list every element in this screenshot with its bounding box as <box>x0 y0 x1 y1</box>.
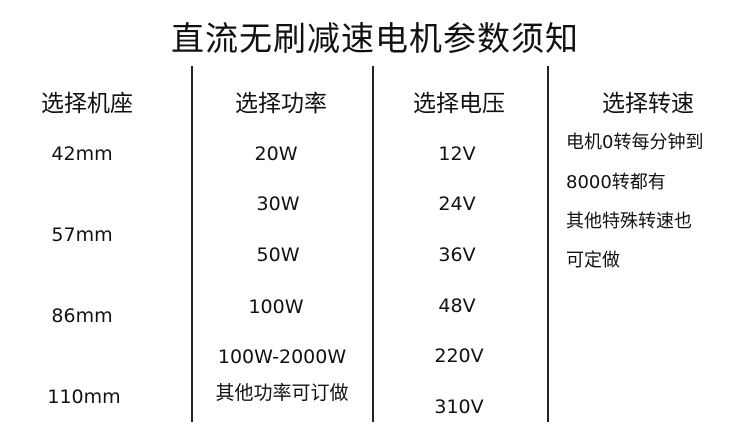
speed-note-line: 其他特殊转速也 <box>566 211 692 232</box>
power-value: 50W <box>256 244 300 266</box>
header-power: 选择功率 <box>235 91 327 117</box>
voltage-value: 220V <box>434 345 484 367</box>
header-frame-size: 选择机座 <box>41 91 133 117</box>
header-speed: 选择转速 <box>602 91 694 117</box>
header-voltage: 选择电压 <box>413 91 505 117</box>
voltage-value: 12V <box>438 143 476 165</box>
voltage-value: 36V <box>438 244 476 266</box>
frame-size-value: 57mm <box>51 224 113 246</box>
power-value: 100W <box>248 296 304 318</box>
frame-size-value: 110mm <box>47 386 121 408</box>
power-value: 100W-2000W <box>217 346 347 368</box>
speed-note-line: 可定做 <box>566 250 620 271</box>
column-divider <box>191 66 193 422</box>
voltage-value: 24V <box>438 193 476 215</box>
column-divider <box>547 66 549 422</box>
column-divider <box>372 66 374 422</box>
frame-size-value: 42mm <box>51 143 113 165</box>
power-value: 30W <box>256 193 300 215</box>
speed-note-line: 8000转都有 <box>566 172 666 193</box>
speed-note-line: 电机0转每分钟到 <box>566 132 704 153</box>
power-value: 其他功率可订做 <box>215 382 349 404</box>
voltage-value: 48V <box>438 295 476 317</box>
power-value: 20W <box>254 143 298 165</box>
page-title: 直流无刷减速电机参数须知 <box>171 19 579 58</box>
voltage-value: 310V <box>434 396 484 418</box>
frame-size-value: 86mm <box>51 305 113 327</box>
